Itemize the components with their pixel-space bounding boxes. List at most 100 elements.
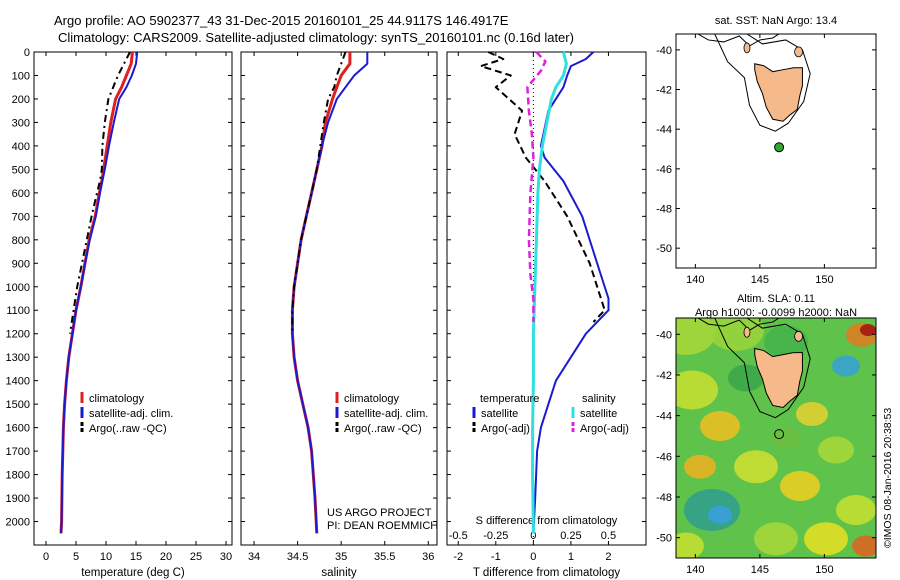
panel-salinity-profile: 34 34.5 35 35.5 36 salinity climatology satelli…: [240, 51, 438, 579]
y-tick-label: 1900: [6, 493, 30, 505]
series-line-satelliteadjclim: [60, 51, 139, 534]
y-tick-label: 1700: [6, 446, 30, 458]
argo-float-marker: [774, 429, 785, 440]
x2-tick-label: 0.25: [560, 530, 581, 542]
map-area: [676, 318, 876, 558]
argo-float-marker: [774, 142, 785, 153]
sla-anomaly-blob: [734, 450, 778, 484]
y-tick-label: 500: [12, 164, 30, 176]
legend-label: climatology: [89, 393, 145, 405]
legend-label: Argo(-adj): [580, 423, 629, 435]
sla-anomaly-blob: [684, 454, 716, 479]
legend-label: satellite: [580, 408, 617, 420]
x-tick-label: 140: [686, 274, 704, 286]
shelf-contour: [714, 318, 811, 419]
y-tick-label: 100: [12, 70, 30, 82]
y-tick-label: -50: [656, 243, 672, 255]
legend-label: satellite-adj. clim.: [89, 408, 173, 420]
x-tick-label: 5: [73, 551, 79, 563]
sla-anomaly-blob: [832, 355, 860, 377]
x2-axis-label: S difference from climatology: [476, 515, 618, 527]
y-tick-label: 1100: [6, 305, 30, 317]
y-tick-label: -44: [656, 124, 672, 136]
chart-title-line1: Argo profile: AO 5902377_43 31-Dec-2015 …: [54, 13, 509, 28]
flinders-island: [794, 46, 803, 58]
y-tick-label: -40: [656, 329, 672, 341]
y-tick-label: 1300: [6, 352, 30, 364]
x-tick-label: 1: [568, 551, 574, 563]
sla-anomaly-blob: [700, 411, 740, 441]
map-title: Argo h1000: -0.0099 h2000: NaN: [695, 307, 857, 319]
sla-anomaly-blob: [754, 522, 798, 556]
y-tick-label: 2000: [6, 517, 30, 529]
legend-label: climatology: [344, 393, 400, 405]
y-tick-label: -50: [656, 533, 672, 545]
x2-tick-label: 0.5: [601, 530, 616, 542]
legend-label: satellite-adj. clim.: [344, 408, 428, 420]
x-tick-label: 34.5: [287, 551, 308, 563]
legend-label: Argo(..raw -QC): [89, 423, 167, 435]
y-tick-label: 400: [12, 141, 30, 153]
x-tick-label: 25: [190, 551, 202, 563]
shelf-contour: [714, 34, 811, 132]
legend-label: Argo(-adj): [481, 423, 530, 435]
x-tick-label: 150: [815, 274, 833, 286]
y-tick-label: 1600: [6, 423, 30, 435]
sla-anomaly-blob: [852, 535, 876, 557]
x2-tick-label: -0.25: [483, 530, 508, 542]
x-axis-label: temperature (deg C): [81, 567, 185, 579]
sla-anomaly-blob: [860, 324, 876, 336]
y-tick-label: 1800: [6, 470, 30, 482]
legend-title: temperature: [480, 393, 539, 405]
y-tick-label: -44: [656, 411, 672, 423]
x-tick-label: 15: [130, 551, 142, 563]
y-tick-label: -46: [656, 164, 672, 176]
y-tick-label: 900: [12, 258, 30, 270]
y-tick-label: 1500: [6, 399, 30, 411]
y-tick-label: 1400: [6, 376, 30, 388]
sla-anomaly-blob: [818, 436, 854, 464]
sla-anomaly-blob: [676, 370, 718, 410]
sla-anomaly-blob: [804, 522, 848, 556]
panel-sst-map: -40 -42 -44 -46 -48 -50 140 145 150 sat. SST: NaN…: [656, 15, 877, 286]
y-tick-label: -42: [656, 85, 672, 97]
y-tick-label: 1000: [6, 282, 30, 294]
y-tick-label: 600: [12, 188, 30, 200]
plot-frame: [33, 51, 233, 546]
x-tick-label: 145: [751, 564, 769, 576]
y-tick-label: 300: [12, 117, 30, 129]
x-tick-label: 35: [335, 551, 347, 563]
x-tick-label: 145: [751, 274, 769, 286]
y-tick-label: 700: [12, 211, 30, 223]
x-tick-label: 0: [530, 551, 536, 563]
sla-anomaly-blob: [728, 364, 764, 392]
x-tick-label: 140: [686, 564, 704, 576]
sla-anomaly-blob: [836, 495, 876, 525]
flinders-island: [794, 330, 803, 342]
panel-difference-profile: -2 -1 0 1 2 T difference from climatology S di…: [446, 51, 647, 579]
map-frame: [675, 33, 877, 269]
map-title: Altim. SLA: 0.11: [737, 293, 815, 305]
map-area: [676, 34, 876, 268]
plot-frame: [446, 51, 647, 546]
sla-anomaly-blob: [796, 402, 828, 426]
sla-anomaly-blob: [780, 471, 820, 501]
panel-sla-map: -40 -42 -44 -46 -48 -50 140 145 150 Altim. SLA: 0…: [656, 293, 877, 576]
x-tick-label: 2: [605, 551, 611, 563]
sla-anomaly-blob: [708, 505, 732, 524]
series-line-temperature-argoadj: [479, 51, 606, 323]
x-tick-label: 10: [100, 551, 112, 563]
annotation-text: US ARGO PROJECT: [327, 507, 432, 519]
x-tick-label: 30: [220, 551, 232, 563]
y-tick-label: -46: [656, 451, 672, 463]
map-frame: [675, 317, 877, 559]
y-tick-label: 200: [12, 94, 30, 106]
footer-timestamp: ©IMOS 08-Jan-2016 20:38:53: [882, 408, 894, 548]
sla-anomaly-blob: [772, 427, 800, 449]
king-island: [743, 42, 751, 54]
legend-label: Argo(..raw -QC): [344, 423, 422, 435]
y-tick-label: -48: [656, 204, 672, 216]
x-tick-label: 20: [160, 551, 172, 563]
y-tick-label: 1200: [6, 329, 30, 341]
